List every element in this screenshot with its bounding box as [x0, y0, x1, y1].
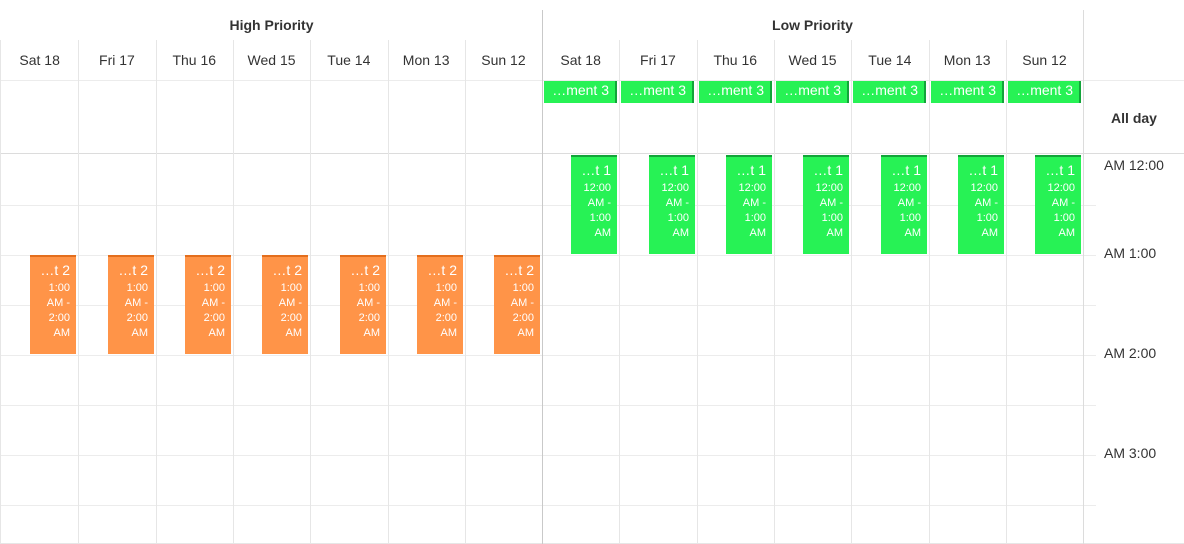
day-header[interactable]: Sun 12: [481, 52, 526, 68]
appointment-title: …t 2: [118, 262, 148, 278]
appointment[interactable]: …t 2 1:00 AM - 2:00 AM: [494, 255, 540, 354]
day-header[interactable]: Tue 14: [327, 52, 371, 68]
appointment-time: 1:00 AM - 2:00 AM: [201, 282, 225, 339]
appointment[interactable]: …t 2 1:00 AM - 2:00 AM: [108, 255, 154, 354]
group-title: Low Priority: [772, 17, 853, 33]
all-day-appointment[interactable]: …ment 3: [621, 81, 694, 103]
group-separator: [542, 10, 543, 544]
time-label-1am: AM 1:00: [1104, 245, 1157, 261]
appointment-time: 1:00 AM - 2:00 AM: [278, 282, 302, 339]
time-label-3am: AM 3:00: [1104, 445, 1157, 461]
appointment-title: …t 2: [350, 262, 380, 278]
appointment[interactable]: …t 2 1:00 AM - 2:00 AM: [340, 255, 386, 354]
column-line: [233, 40, 234, 544]
time-label-2am: AM 2:00: [1104, 345, 1157, 361]
appointment[interactable]: …t 1 12:00 AM - 1:00 AM: [881, 155, 927, 254]
appointment[interactable]: …t 1 12:00 AM - 1:00 AM: [726, 155, 772, 254]
header-bottom-line: [0, 80, 1184, 81]
appointment-time: 1:00 AM - 2:00 AM: [356, 282, 380, 339]
day-header[interactable]: Thu 16: [713, 52, 758, 68]
all-day-appointment[interactable]: …ment 3: [699, 81, 772, 103]
appointment-time: 1:00 AM - 2:00 AM: [510, 282, 534, 339]
appointment-title: …t 1: [968, 162, 998, 178]
all-day-appointment[interactable]: …ment 3: [1008, 81, 1081, 103]
column-line: [774, 40, 775, 544]
grid-row-line: [0, 505, 1096, 506]
grid-row-line: [0, 255, 1096, 256]
time-column-line: [1083, 10, 1084, 544]
appointment-time: 1:00 AM - 2:00 AM: [46, 282, 70, 339]
appointment-title: …t 2: [272, 262, 302, 278]
column-line: [310, 40, 311, 544]
appointment-title: …t 1: [813, 162, 843, 178]
column-line: [697, 40, 698, 544]
grid-row-line: [0, 455, 1096, 456]
day-header[interactable]: Fri 17: [99, 52, 135, 68]
column-line: [465, 40, 466, 544]
day-header[interactable]: Mon 13: [943, 52, 991, 68]
appointment[interactable]: …t 2 1:00 AM - 2:00 AM: [262, 255, 308, 354]
appointment-title: …t 2: [195, 262, 225, 278]
appointment-title: …t 1: [736, 162, 766, 178]
appointment[interactable]: …t 1 12:00 AM - 1:00 AM: [803, 155, 849, 254]
appointment-title: …t 1: [1045, 162, 1075, 178]
column-line: [929, 40, 930, 544]
appointment-time: 1:00 AM - 2:00 AM: [124, 282, 148, 339]
column-line: [619, 40, 620, 544]
all-day-appointment[interactable]: …ment 3: [776, 81, 849, 103]
grid-row-line: [0, 305, 1096, 306]
day-header[interactable]: Thu 16: [172, 52, 217, 68]
all-day-appointment[interactable]: …ment 3: [853, 81, 926, 103]
time-label-12am: AM 12:00: [1104, 157, 1164, 173]
all-day-appointment[interactable]: …ment 3: [544, 81, 617, 103]
appointment[interactable]: …t 2 1:00 AM - 2:00 AM: [185, 255, 231, 354]
all-day-appointment[interactable]: …ment 3: [931, 81, 1004, 103]
appointment-title: …t 1: [891, 162, 921, 178]
grid-row-line: [0, 205, 1096, 206]
appointment-time: 12:00 AM - 1:00 AM: [815, 182, 843, 239]
appointment-time: 12:00 AM - 1:00 AM: [970, 182, 998, 239]
grid-row-line: [0, 355, 1096, 356]
appointment-title: …t 1: [581, 162, 611, 178]
day-header[interactable]: Sat 18: [560, 52, 601, 68]
appointment-time: 12:00 AM - 1:00 AM: [583, 182, 611, 239]
appointment[interactable]: …t 1 12:00 AM - 1:00 AM: [958, 155, 1004, 254]
appointment-title: …t 2: [40, 262, 70, 278]
appointment-title: …t 2: [427, 262, 457, 278]
appointment-time: 12:00 AM - 1:00 AM: [893, 182, 921, 239]
day-header[interactable]: Wed 15: [788, 52, 837, 68]
day-header[interactable]: Wed 15: [247, 52, 296, 68]
all-day-label: All day: [1111, 110, 1157, 126]
group-title: High Priority: [229, 17, 314, 33]
appointment[interactable]: …t 1 12:00 AM - 1:00 AM: [571, 155, 617, 254]
column-line: [388, 40, 389, 544]
day-header[interactable]: Fri 17: [640, 52, 676, 68]
day-header[interactable]: Sun 12: [1022, 52, 1067, 68]
appointment-title: …t 2: [504, 262, 534, 278]
left-border: [0, 40, 1, 544]
appointment-time: 12:00 AM - 1:00 AM: [738, 182, 766, 239]
appointment-title: …t 1: [659, 162, 689, 178]
appointment[interactable]: …t 1 12:00 AM - 1:00 AM: [649, 155, 695, 254]
appointment[interactable]: …t 1 12:00 AM - 1:00 AM: [1035, 155, 1081, 254]
appointment-time: 12:00 AM - 1:00 AM: [661, 182, 689, 239]
appointment-time: 1:00 AM - 2:00 AM: [433, 282, 457, 339]
day-header[interactable]: Mon 13: [402, 52, 450, 68]
grid-row-line: [0, 405, 1096, 406]
appointment[interactable]: …t 2 1:00 AM - 2:00 AM: [417, 255, 463, 354]
allday-bottom-line: [0, 153, 1184, 154]
column-line: [78, 40, 79, 544]
day-header[interactable]: Tue 14: [868, 52, 912, 68]
appointment-time: 12:00 AM - 1:00 AM: [1047, 182, 1075, 239]
column-line: [156, 40, 157, 544]
column-line: [851, 40, 852, 544]
appointment[interactable]: …t 2 1:00 AM - 2:00 AM: [30, 255, 76, 354]
day-header[interactable]: Sat 18: [19, 52, 60, 68]
column-line: [1006, 40, 1007, 544]
